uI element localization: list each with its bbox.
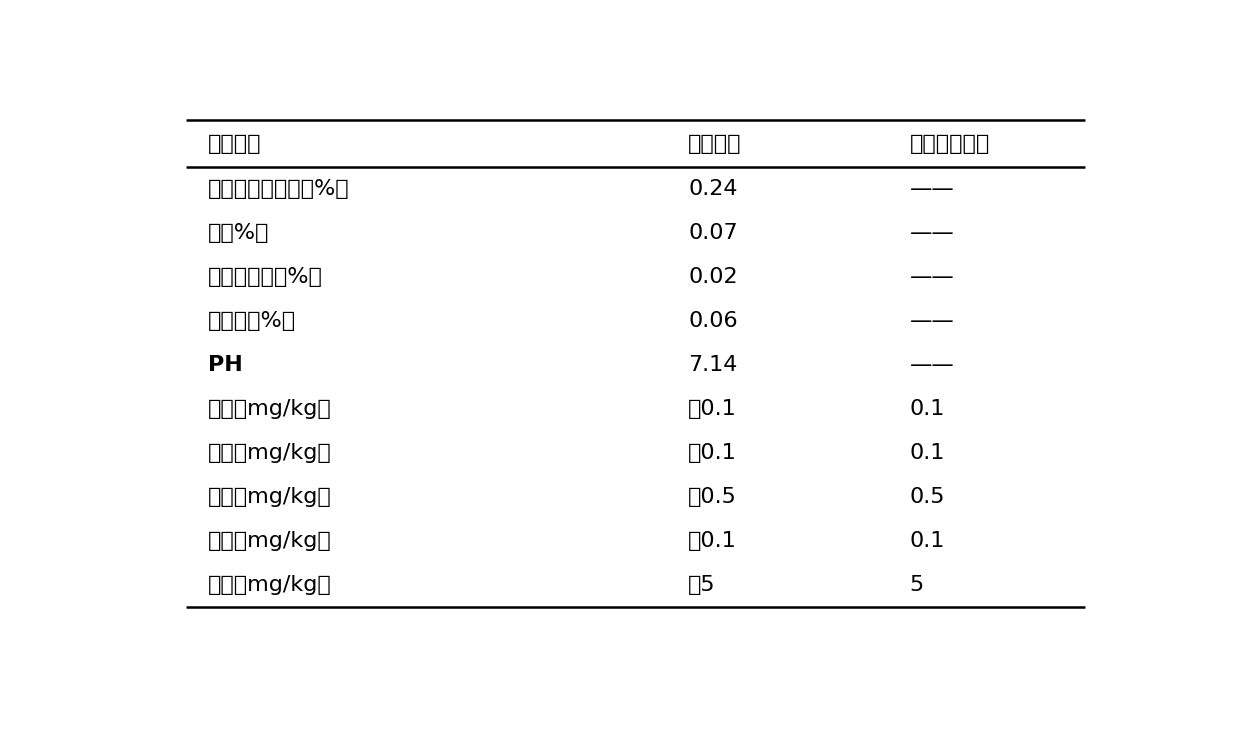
Text: ＜5: ＜5 [688,575,715,595]
Text: 7.14: 7.14 [688,355,738,375]
Text: ＜0.1: ＜0.1 [688,531,737,551]
Text: ——: —— [909,312,954,331]
Text: 0.1: 0.1 [909,443,945,463]
Text: 0.5: 0.5 [909,487,945,508]
Text: 0.07: 0.07 [688,223,738,243]
Text: 0.24: 0.24 [688,180,738,200]
Text: 总鑣（mg/kg）: 总鑣（mg/kg） [208,575,331,595]
Text: 五氧化二磷（%）: 五氧化二磷（%） [208,267,322,287]
Text: PH: PH [208,355,243,375]
Text: 总汞（mg/kg）: 总汞（mg/kg） [208,443,331,463]
Text: ＜0.1: ＜0.1 [688,399,737,419]
Text: 氮（%）: 氮（%） [208,223,269,243]
Text: 检测结果: 检测结果 [688,134,742,154]
Text: 有机质质量分数（%）: 有机质质量分数（%） [208,180,350,200]
Text: 0.1: 0.1 [909,399,945,419]
Text: 氧化鑂（%）: 氧化鑂（%） [208,312,296,331]
Text: 0.02: 0.02 [688,267,738,287]
Text: 总础（mg/kg）: 总础（mg/kg） [208,399,331,419]
Text: ＜0.5: ＜0.5 [688,487,738,508]
Text: ＜0.1: ＜0.1 [688,443,737,463]
Text: ——: —— [909,223,954,243]
Text: 检测项目: 检测项目 [208,134,262,154]
Text: ——: —— [909,355,954,375]
Text: 0.1: 0.1 [909,531,945,551]
Text: ——: —— [909,180,954,200]
Text: 总镌（mg/kg）: 总镌（mg/kg） [208,531,331,551]
Text: 总铅（mg/kg）: 总铅（mg/kg） [208,487,331,508]
Text: ——: —— [909,267,954,287]
Text: 方法检出低限: 方法检出低限 [909,134,990,154]
Text: 0.06: 0.06 [688,312,738,331]
Text: 5: 5 [909,575,924,595]
